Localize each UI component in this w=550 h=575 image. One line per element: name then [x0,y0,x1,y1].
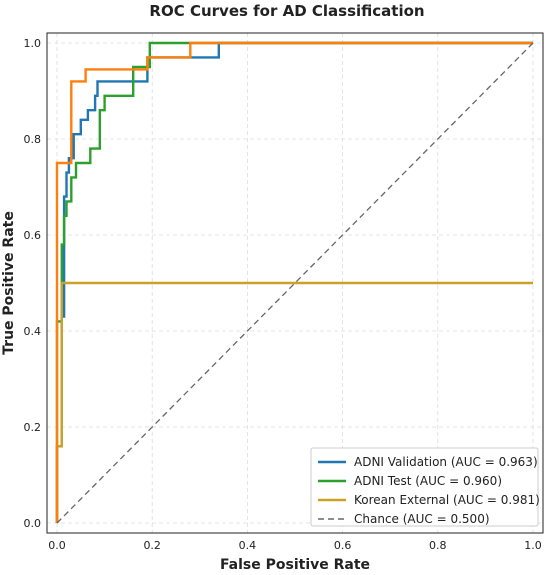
y-tick-label: 0.0 [24,517,42,530]
x-tick-label: 0.2 [143,539,161,552]
roc-curves [55,41,534,524]
y-tick-label: 0.6 [24,229,42,242]
y-tick-label: 1.0 [24,37,42,50]
legend-label-adni-test: ADNI Test (AUC = 0.960) [354,474,502,488]
y-tick-label: 0.2 [24,421,42,434]
legend: ADNI Validation (AUC = 0.963) ADNI Test (… [310,447,540,527]
x-tick-label: 1.0 [524,539,542,552]
x-tick-label: 0.4 [239,539,257,552]
y-axis-label: True Positive Rate [1,211,17,355]
y-tick-label: 0.4 [24,325,42,338]
plot-frame [46,32,544,534]
x-tick-label: 0.0 [48,539,66,552]
legend-label-korean-external: Korean External (AUC = 0.981) [354,493,540,507]
x-tick-labels: 0.0 0.2 0.4 0.6 0.8 1.0 [48,539,542,552]
legend-label-adni-validation: ADNI Validation (AUC = 0.963) [354,455,538,469]
roc-line-unlabeled [55,41,533,523]
roc-line-chance [56,42,534,524]
chart-title: ROC Curves for AD Classification [149,2,424,20]
x-tick-label: 0.8 [429,539,447,552]
legend-box [310,447,539,527]
y-tick-label: 0.8 [24,133,42,146]
x-tick-label: 0.6 [334,539,352,552]
y-tick-labels: 0.0 0.2 0.4 0.6 0.8 1.0 [24,37,42,530]
roc-line-adni-test [55,41,533,523]
legend-label-chance: Chance (AUC = 0.500) [354,512,490,526]
x-axis-label: False Positive Rate [220,557,370,573]
